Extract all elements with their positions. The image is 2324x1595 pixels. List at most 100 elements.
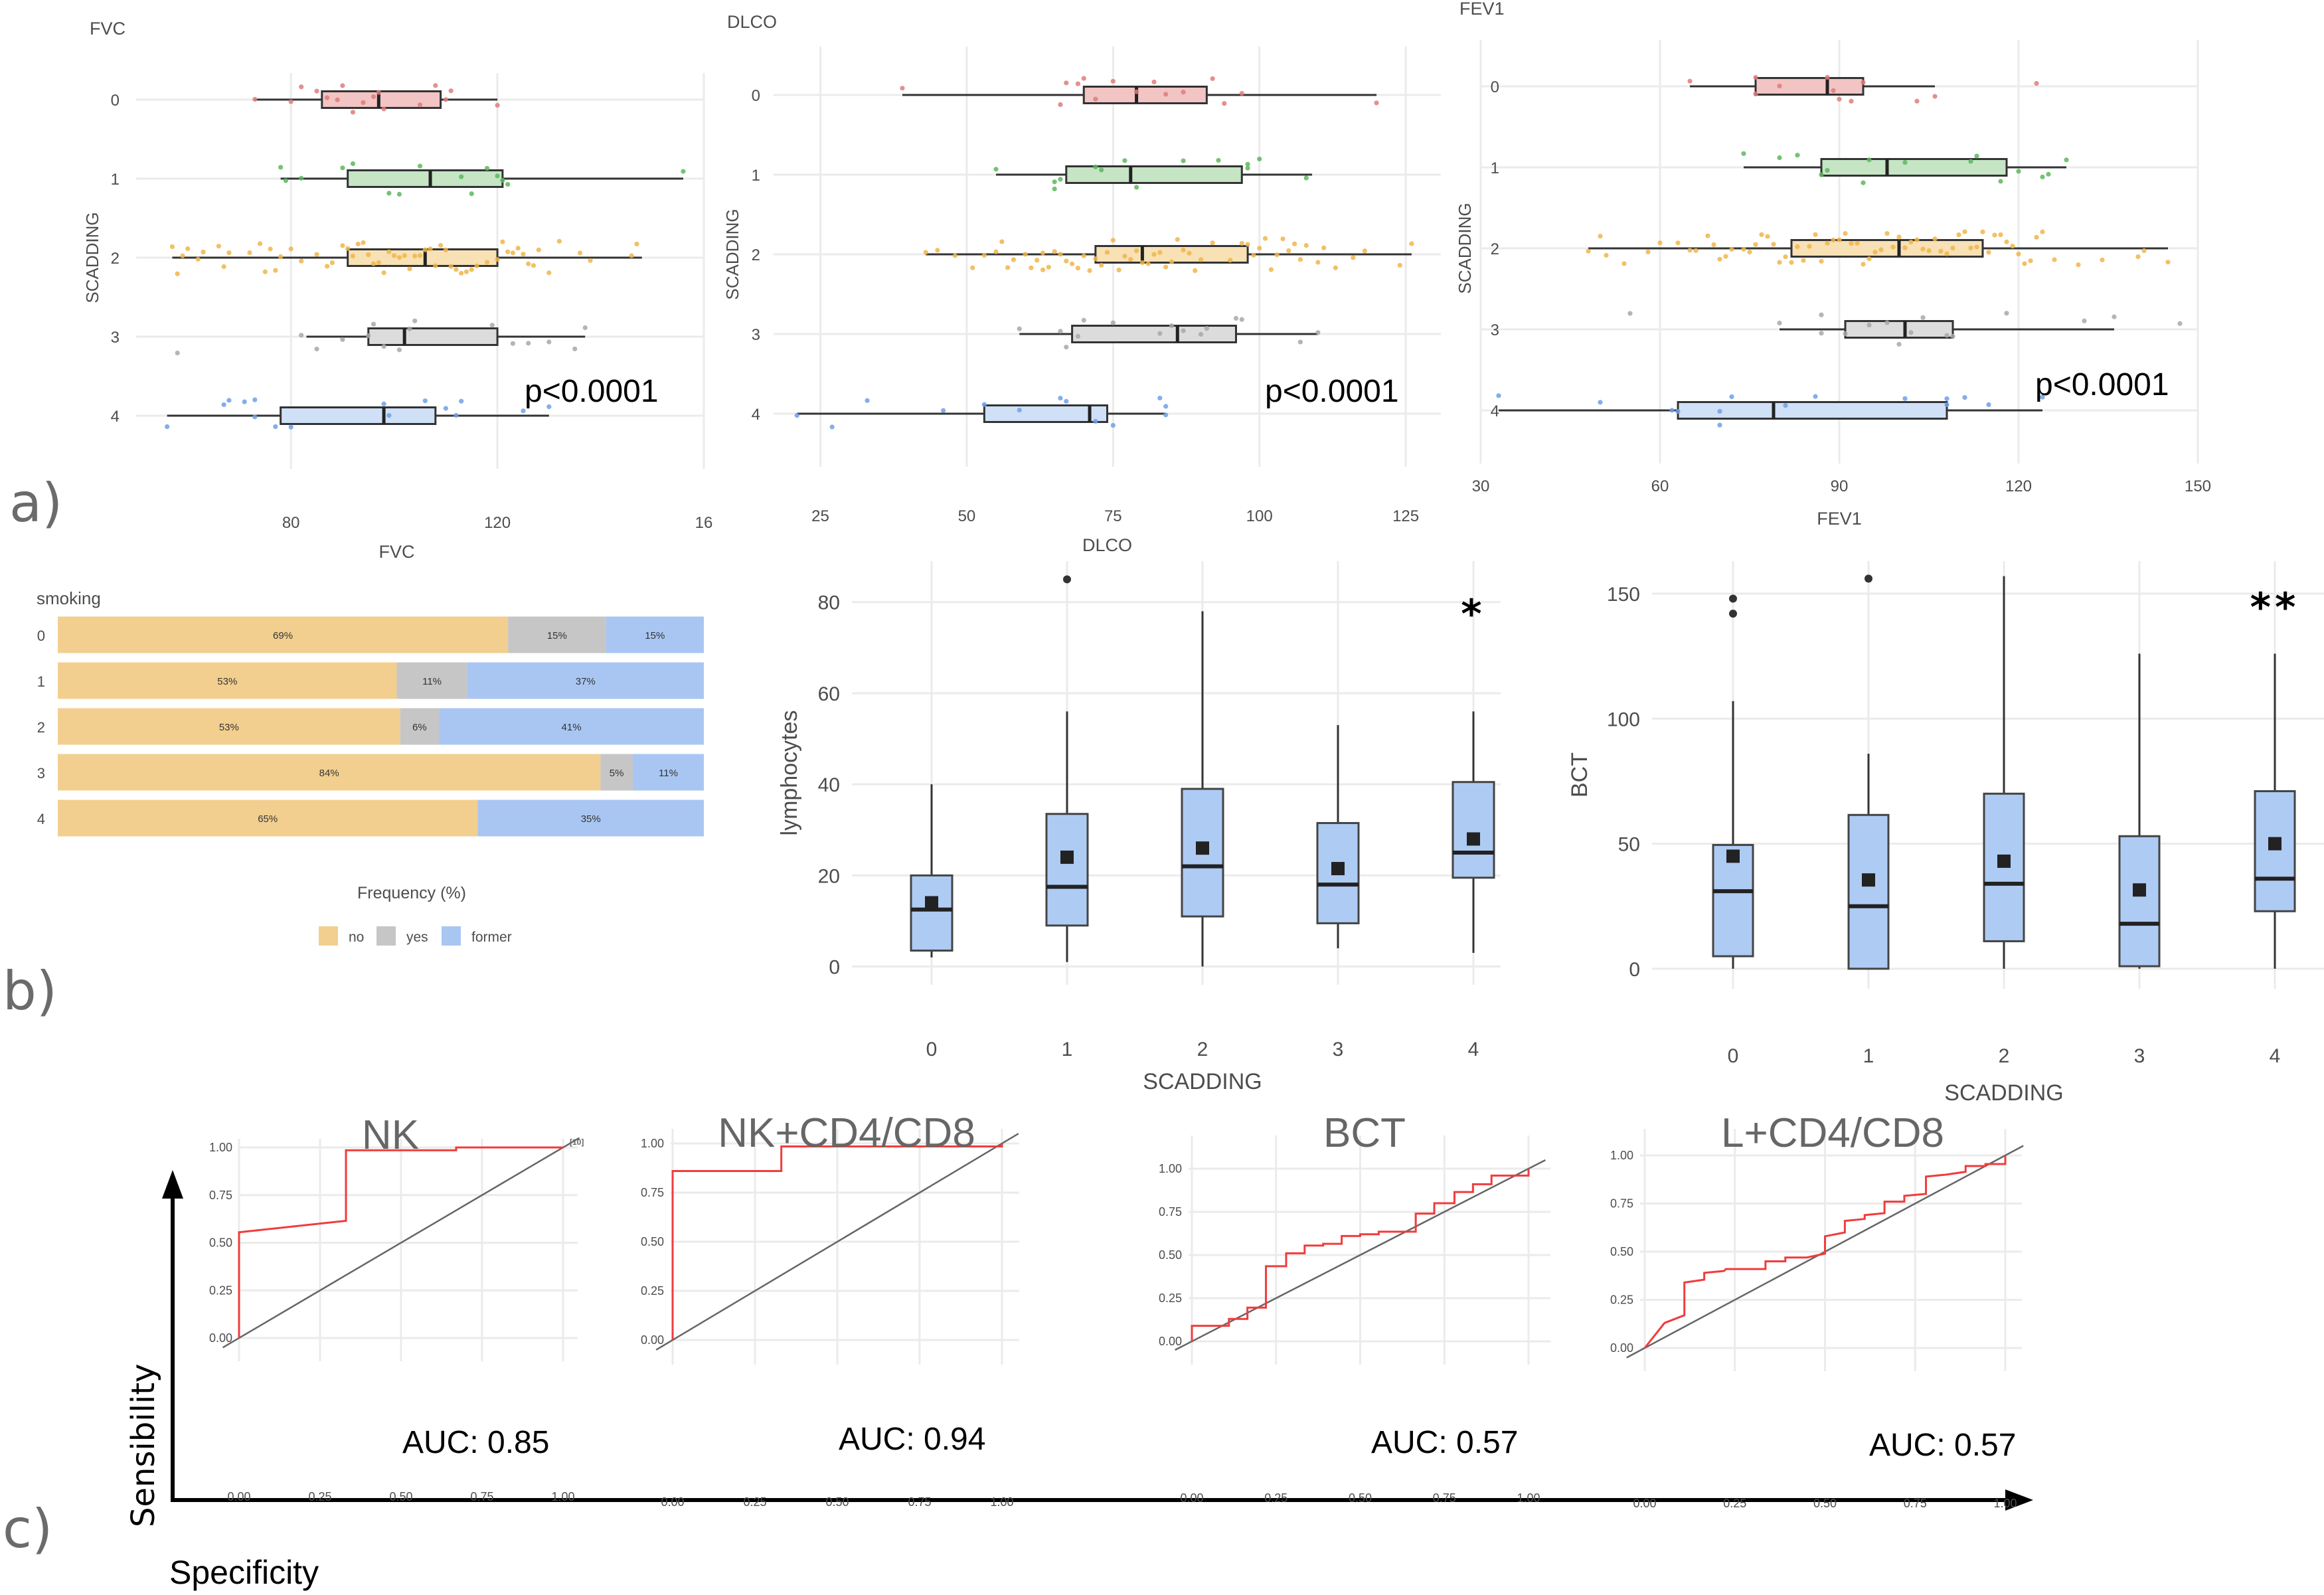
legend-swatch-no [319, 926, 338, 946]
data-point [361, 100, 366, 106]
box [1677, 401, 1948, 420]
data-point [1998, 232, 2003, 238]
x-tick-label: 75 [1104, 507, 1122, 525]
bar-segment-no [58, 662, 397, 699]
data-point [484, 165, 490, 171]
x-tick-label: 90 [1831, 477, 1849, 495]
data-point [1902, 160, 1908, 165]
data-point [1093, 96, 1098, 102]
data-point [510, 250, 516, 256]
data-point [1075, 81, 1081, 86]
data-point [526, 341, 531, 346]
data-point [428, 246, 433, 252]
bar-label: 6% [412, 722, 427, 733]
chart-title: NK+CD4/CD8 [718, 1110, 975, 1156]
roc-axes: Sensibility Specificity [125, 1170, 2033, 1591]
reference-line [655, 1133, 1019, 1351]
data-point [283, 178, 289, 183]
data-point [1657, 240, 1663, 246]
data-point [1257, 246, 1262, 251]
data-point [366, 252, 371, 258]
data-point [1693, 248, 1699, 253]
data-point [510, 341, 516, 346]
data-point [340, 337, 345, 342]
data-point [1741, 151, 1746, 156]
data-point [1374, 100, 1379, 106]
data-point [1139, 260, 1145, 266]
data-point [1819, 258, 1824, 264]
data-point [1198, 257, 1204, 262]
y-tick-label: 4 [1491, 402, 1499, 420]
data-point [459, 398, 464, 404]
data-point [1210, 76, 1215, 82]
data-point [1198, 331, 1204, 337]
data-point [1011, 257, 1017, 262]
data-point [993, 249, 999, 254]
data-point [1058, 395, 1063, 401]
mean-marker [1196, 841, 1209, 855]
x-tick-label: 150 [2185, 477, 2211, 495]
legend-label: former [471, 930, 512, 945]
legend-label: yes [406, 930, 428, 945]
data-point [443, 406, 448, 411]
data-point [422, 398, 428, 404]
data-point [1274, 252, 1280, 258]
data-point [1110, 78, 1116, 84]
bar-segment-yes [396, 662, 467, 699]
data-point [1187, 250, 1192, 256]
x-tick-label: 60 [1651, 477, 1669, 495]
data-point [1675, 240, 1681, 246]
x-tick-label: 1.00 [1517, 1491, 1540, 1505]
data-point [1878, 247, 1884, 252]
y-tick-label: 0 [829, 957, 840, 979]
y-tick-label: 0 [111, 92, 120, 110]
data-point [981, 252, 987, 258]
reference-note: [10] [570, 1137, 584, 1147]
y-tick-label: 50 [1618, 834, 1640, 856]
bar-label: 65% [258, 813, 278, 825]
data-point [2028, 258, 2033, 264]
data-point [1064, 80, 1069, 86]
data-point [970, 265, 975, 270]
roc-curve [238, 1146, 563, 1338]
bar-segment-former [606, 616, 704, 653]
data-point [546, 404, 552, 410]
data-point [1081, 76, 1086, 81]
data-point [438, 242, 444, 248]
data-point [175, 350, 180, 356]
y-tick-label: 80 [818, 592, 840, 614]
x-tick-label: 1.00 [1993, 1497, 2017, 1510]
data-point [1222, 101, 1227, 106]
bct-chart: 0 1 2 3 4 0 50 100 150 SCADDING BCT ** [1567, 561, 2324, 1106]
legend-swatch-yes [376, 926, 396, 946]
bar-segment-former [632, 754, 704, 791]
y-tick-label: 0.00 [641, 1333, 664, 1347]
data-point [1968, 159, 1973, 164]
x-axis-label: DLCO [1082, 535, 1132, 555]
data-point [546, 270, 552, 276]
bar-segment-no [58, 754, 601, 791]
data-point [1070, 261, 1075, 266]
data-point [1058, 329, 1063, 334]
data-point [402, 253, 407, 258]
x-axis-label: FEV1 [1817, 509, 1862, 529]
data-point [1753, 74, 1758, 80]
data-point [2177, 321, 2183, 326]
data-point [314, 252, 319, 257]
data-point [1986, 250, 1991, 255]
data-point [407, 326, 412, 331]
data-point [1128, 257, 1133, 262]
data-point [1944, 333, 1950, 338]
y-axis-label: SCADDING [82, 212, 102, 303]
data-point [1315, 260, 1321, 265]
data-point [433, 83, 438, 88]
y-tick-label: 0.00 [1159, 1335, 1182, 1348]
data-point [288, 99, 293, 104]
data-point [345, 246, 351, 251]
data-point [577, 250, 583, 256]
data-point [1163, 264, 1169, 270]
data-point [1005, 265, 1011, 270]
data-point [1245, 242, 1250, 247]
data-point [381, 106, 386, 112]
